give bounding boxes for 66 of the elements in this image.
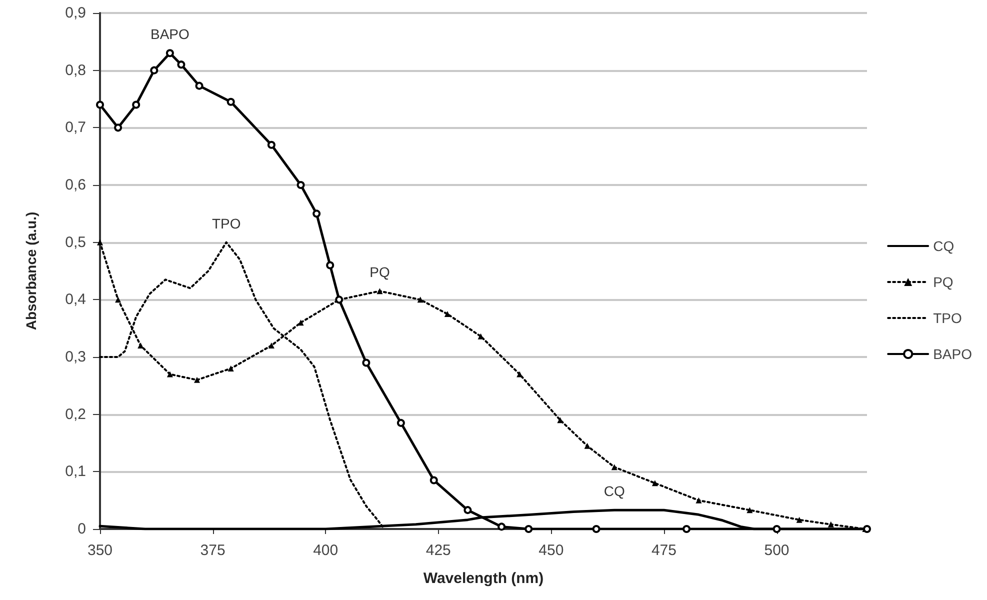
point [268, 342, 274, 349]
y-tick-label: 0,2 [65, 406, 86, 423]
x-tick-label: 400 [313, 542, 338, 559]
y-tick-label: 0 [78, 520, 86, 538]
point [772, 525, 781, 533]
point [296, 181, 305, 189]
point [166, 49, 174, 58]
y-tick-label: 0,3 [65, 348, 86, 366]
point [226, 98, 235, 106]
point [592, 525, 600, 533]
point [312, 210, 321, 218]
x-tick-label: 450 [538, 542, 564, 559]
x-tick-label: 425 [426, 542, 451, 559]
point [114, 124, 122, 132]
annotation: CQ [604, 483, 625, 500]
point [132, 100, 140, 109]
point [430, 476, 438, 484]
legend-label: PQ [933, 274, 954, 290]
point [228, 365, 234, 372]
legend-label: TPO [933, 310, 962, 326]
point [746, 507, 753, 514]
y-tick-label: 0,4 [65, 291, 86, 308]
y-tick-label: 0,5 [65, 234, 86, 251]
y-tick-label: 0,7 [65, 119, 86, 136]
point [524, 525, 533, 533]
x-axis-title: Wavelength (nm) [423, 570, 544, 587]
annotation: TPO [212, 215, 241, 232]
legend-label: CQ [933, 238, 954, 254]
point [298, 320, 304, 326]
annotation: BAPO [150, 26, 190, 42]
x-tick-label: 375 [200, 542, 226, 559]
point [166, 371, 173, 378]
point [682, 525, 691, 533]
point [267, 140, 276, 149]
point [863, 525, 871, 533]
point [362, 358, 370, 367]
annotation: PQ [370, 264, 390, 280]
point [376, 288, 383, 294]
point [97, 239, 103, 246]
point [696, 497, 702, 504]
point [828, 521, 834, 528]
point [396, 418, 405, 427]
y-axis-title: Absorbance (a.u.) [23, 212, 39, 330]
y-tick-label: 0,6 [65, 176, 86, 194]
point [194, 376, 200, 383]
point [444, 311, 450, 317]
point [464, 506, 472, 514]
x-tick-label: 475 [651, 542, 676, 559]
point [195, 82, 204, 90]
legend-label: BAPO [933, 346, 972, 362]
point [498, 522, 506, 531]
y-tick-label: 0,1 [65, 463, 86, 480]
point [584, 442, 590, 449]
point [611, 464, 618, 470]
point [796, 516, 802, 523]
point [150, 66, 158, 74]
point [96, 100, 104, 109]
x-tick-label: 350 [87, 542, 113, 559]
y-tick-label: 0,9 [65, 4, 86, 22]
point [417, 296, 424, 303]
point [115, 296, 122, 303]
x-tick-label: 500 [764, 542, 790, 559]
point [177, 60, 186, 69]
point [326, 261, 334, 270]
y-tick-label: 0,8 [65, 62, 86, 79]
point [652, 480, 658, 486]
